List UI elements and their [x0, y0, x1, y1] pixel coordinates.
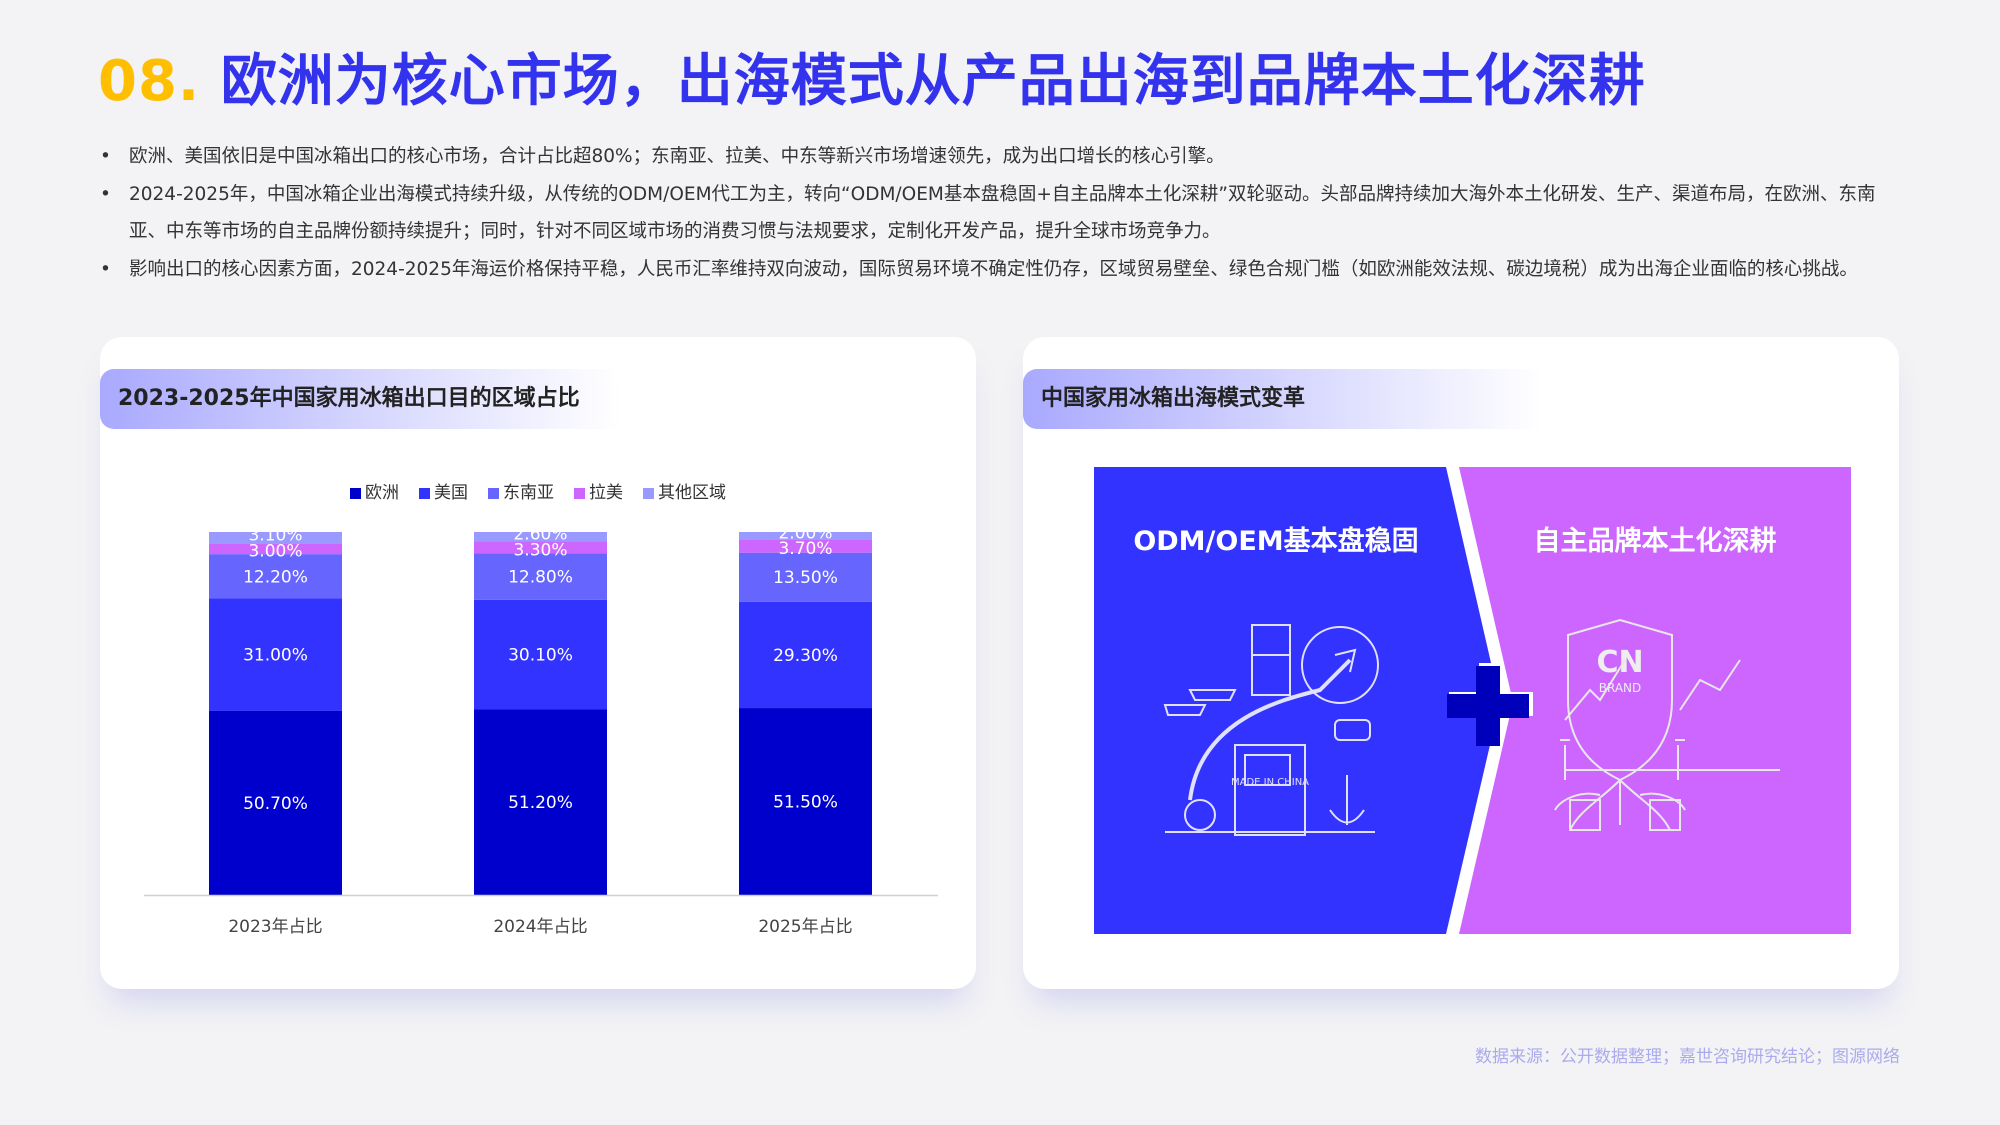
legend-label: 拉美 [589, 483, 623, 503]
bullet-list: 欧洲、美国依旧是中国冰箱出口的核心市场，合计占比超80%；东南亚、拉美、中东等新… [98, 138, 1902, 288]
chart-card-header: 2023-2025年中国家用冰箱出口目的区域占比 [100, 369, 620, 429]
cn-brand-illustration: CN BRAND [1554, 618, 1780, 831]
made-in-china-text: MADE IN CHINA [1231, 777, 1309, 788]
own-brand-panel [1459, 467, 1851, 934]
legend-label: 东南亚 [503, 483, 554, 503]
data-label: 12.20% [243, 567, 308, 587]
legend-item[interactable]: 拉美 [574, 478, 623, 503]
legend-swatch [419, 488, 430, 499]
bar-segment [739, 532, 872, 540]
legend-swatch [574, 488, 585, 499]
made-in-china-illustration: MADE IN CHINA [1163, 624, 1379, 836]
legend-swatch [488, 488, 499, 499]
odm-oem-title: ODM/OEM基本盘稳固 [1133, 525, 1418, 557]
bar-segment [739, 708, 872, 895]
data-label: 12.80% [508, 568, 573, 588]
bullet-item: 影响出口的核心因素方面，2024-2025年海运价格保持平稳，人民币汇率维持双向… [98, 251, 1902, 289]
data-label: 3.70% [778, 539, 832, 559]
data-source: 数据来源：公开数据整理；嘉世咨询研究结论；图源网络 [1475, 1047, 1900, 1067]
bar-segment [474, 532, 607, 542]
x-tick-label: 2025年占比 [758, 917, 852, 937]
data-label: 13.50% [773, 568, 838, 588]
section-number: 08. [98, 49, 201, 114]
legend-label: 美国 [434, 483, 468, 503]
title-text: 欧洲为核心市场，出海模式从产品出海到品牌本土化深耕 [220, 49, 1646, 114]
data-label: 29.30% [773, 646, 838, 666]
data-label: 50.70% [243, 794, 308, 814]
data-label: 3.10% [248, 526, 302, 546]
bar-segment [474, 541, 607, 554]
bar-segment [209, 543, 342, 555]
chart-legend: 欧洲 美国 东南亚 拉美 其他区域 [100, 478, 976, 503]
legend-item[interactable]: 其他区域 [643, 478, 726, 503]
bar-segment [209, 554, 342, 599]
bar-segment [739, 539, 872, 553]
stacked-bar-chart: 50.70% 31.00% 12.20% 3.00%3.10% 2023年占比 51.20… [144, 524, 938, 937]
bar-segment [474, 709, 607, 895]
own-brand-title: 自主品牌本土化深耕 [1534, 525, 1777, 557]
data-label: 30.10% [508, 646, 573, 666]
bar-segment [739, 601, 872, 709]
bar-segment [209, 710, 342, 895]
legend-item[interactable]: 东南亚 [488, 478, 554, 503]
bar-segment [474, 553, 607, 600]
data-label: 2.00% [778, 524, 832, 544]
cn-brand-text: CN [1596, 645, 1643, 680]
data-label: 51.50% [773, 793, 838, 813]
bar-segment [209, 532, 342, 544]
odm-oem-panel [1094, 467, 1500, 934]
data-label: 31.00% [243, 646, 308, 666]
plus-icon [1447, 663, 1533, 746]
bar-segment [209, 598, 342, 711]
bar-segment [739, 552, 872, 602]
data-label: 51.20% [508, 793, 573, 813]
x-tick-label: 2024年占比 [493, 917, 587, 937]
legend-label: 欧洲 [365, 483, 399, 503]
legend-swatch [350, 488, 361, 499]
bar-segment [474, 599, 607, 710]
legend-item[interactable]: 欧洲 [350, 478, 399, 503]
bullet-item: 欧洲、美国依旧是中国冰箱出口的核心市场，合计占比超80%；东南亚、拉美、中东等新… [98, 138, 1902, 176]
bullet-item: 2024-2025年，中国冰箱企业出海模式持续升级，从传统的ODM/OEM代工为… [98, 176, 1902, 251]
data-label: 3.00% [248, 542, 302, 562]
data-label: 2.60% [513, 525, 567, 545]
x-tick-label: 2023年占比 [228, 917, 322, 937]
legend-label: 其他区域 [658, 483, 726, 503]
legend-swatch [643, 488, 654, 499]
page-title: 08. 欧洲为核心市场，出海模式从产品出海到品牌本土化深耕 [98, 36, 1646, 117]
data-label: 3.30% [513, 540, 567, 560]
model-card-header: 中国家用冰箱出海模式变革 [1023, 369, 1543, 429]
legend-item[interactable]: 美国 [419, 478, 468, 503]
